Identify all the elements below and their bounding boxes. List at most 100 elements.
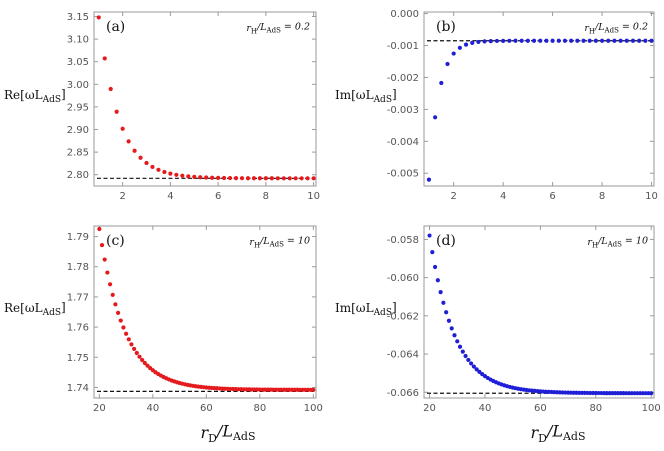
data-point — [120, 126, 125, 131]
data-point — [233, 176, 239, 181]
data-point — [637, 38, 642, 43]
y-axis-label: Re[ωLAdS​] — [4, 300, 66, 318]
data-point — [439, 80, 444, 86]
chart-panel-0: 2 4 6 8 10 2.80 2.85 2.90 2.95 3.00 3.05 3.10 3.15 (a… — [4, 11, 320, 202]
data-point — [150, 164, 155, 170]
y-tick-label: 3.00 — [67, 80, 89, 91]
data-point — [507, 38, 512, 43]
parameter-annotation: rH​/LAdS​ = 0.2 — [246, 21, 310, 35]
plot-frame — [423, 225, 655, 399]
data-point — [168, 171, 173, 176]
parameter-annotation: rH​/LAdS​ = 0.2 — [584, 21, 648, 35]
chart-panel-1: 2 4 6 8 10 0.000 -0.001 -0.002 -0.003 -0.004 -0.00… — [335, 9, 658, 202]
data-point — [463, 353, 468, 359]
data-point — [466, 357, 471, 363]
data-point — [474, 367, 479, 372]
y-tick-label: 3.15 — [67, 12, 89, 23]
y-tick-label: -0.004 — [387, 137, 419, 148]
y-tick-label: -0.064 — [387, 350, 419, 361]
x-tick-label: 8 — [263, 191, 269, 202]
data-point — [132, 346, 137, 352]
data-point — [121, 325, 126, 330]
data-point — [587, 38, 592, 43]
data-point — [305, 176, 310, 181]
y-tick-label: 2.85 — [67, 148, 89, 159]
x-tick-label: 60 — [200, 403, 213, 414]
data-point — [451, 51, 456, 56]
x-tick-label: 4 — [167, 191, 173, 202]
panel-label: (d) — [436, 233, 456, 249]
data-point — [649, 38, 654, 43]
y-tick-label: -0.066 — [387, 388, 419, 399]
data-point — [575, 38, 580, 43]
data-point — [445, 61, 450, 67]
data-point — [287, 176, 292, 181]
y-tick-label: -0.060 — [387, 273, 419, 284]
data-point — [239, 176, 245, 181]
data-point — [482, 39, 487, 44]
data-point — [114, 109, 119, 114]
data-point — [96, 15, 101, 20]
y-axis-label: Im[ωLAdS​] — [335, 87, 397, 105]
x-tick-label: 20 — [93, 403, 106, 414]
y-tick-label: 2.95 — [67, 102, 89, 113]
data-point — [108, 86, 113, 92]
y-tick-label: 1.75 — [67, 353, 89, 364]
x-tick-label: 100 — [642, 403, 661, 414]
data-point — [569, 38, 574, 43]
y-tick-label: -0.062 — [387, 311, 419, 322]
y-tick-label: 1.79 — [67, 232, 89, 243]
panel-label: (c) — [106, 233, 125, 249]
y-tick-label: -0.005 — [387, 169, 419, 180]
y-tick-label: 1.78 — [67, 262, 89, 273]
data-point — [476, 39, 481, 45]
data-point — [227, 175, 233, 181]
y-axis-label: Re[ωLAdS​] — [4, 87, 66, 105]
data-point — [494, 38, 500, 44]
x-tick-label: 40 — [146, 403, 159, 414]
data-point — [275, 176, 280, 181]
plot-frame — [93, 225, 317, 399]
chart-panel-2: 20 40 60 80 100 1.74 1.75 1.76 1.77 1.78 1.79 (c) rH… — [4, 225, 323, 445]
data-point — [257, 176, 263, 181]
data-point — [269, 176, 274, 181]
y-tick-label: 1.77 — [67, 292, 89, 303]
data-point — [132, 148, 137, 153]
data-point — [107, 282, 113, 287]
data-point — [525, 38, 530, 43]
data-point — [102, 56, 107, 61]
data-point — [433, 115, 438, 120]
data-point — [126, 139, 131, 144]
data-point — [469, 361, 474, 366]
data-point — [618, 38, 623, 43]
data-point — [144, 160, 149, 166]
data-point — [427, 233, 432, 238]
x-axis-label: rD​/LAdS​ — [200, 421, 255, 445]
data-point — [216, 175, 221, 180]
data-point — [126, 337, 131, 342]
data-point — [441, 300, 446, 305]
panel-label: (b) — [436, 19, 456, 35]
x-tick-label: 20 — [423, 403, 436, 414]
x-tick-label: 80 — [253, 403, 266, 414]
data-point — [281, 176, 286, 181]
data-point — [263, 176, 268, 181]
data-point — [460, 349, 465, 354]
data-point — [452, 333, 457, 338]
data-point — [311, 387, 316, 392]
data-point — [102, 257, 107, 262]
data-point — [630, 38, 636, 43]
data-point — [556, 38, 561, 43]
data-point — [192, 174, 197, 179]
y-tick-label: 3.05 — [67, 57, 89, 68]
y-tick-label: -0.003 — [387, 105, 419, 116]
data-point — [519, 38, 524, 43]
data-point — [118, 318, 123, 323]
y-tick-label: 2.80 — [67, 170, 89, 181]
data-point — [501, 38, 506, 43]
data-point — [145, 363, 150, 368]
x-tick-label: 6 — [215, 191, 221, 202]
data-point — [140, 357, 145, 363]
data-point — [311, 176, 316, 181]
